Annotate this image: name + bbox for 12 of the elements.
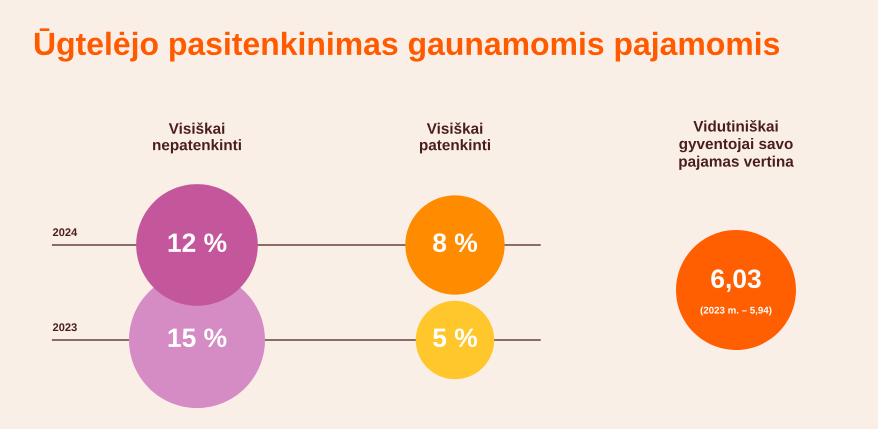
text: Ūgtelėjo pasitenkinimas gaunamomis pajamomis bbox=[34, 28, 780, 62]
text: Vidutiniškai gyventojai savo pajamas vertina bbox=[679, 120, 794, 170]
category-label: Visiškai patenkinti bbox=[420, 122, 490, 154]
text: (2023 m. – 5,94) bbox=[700, 306, 772, 316]
data-label: 5 % bbox=[433, 328, 478, 348]
data-label: 12 % bbox=[168, 233, 226, 252]
text: 6,03 bbox=[711, 269, 761, 292]
data-label: 15 % bbox=[168, 328, 226, 348]
text: 2023 bbox=[52, 323, 77, 332]
category-label: Visiškai nepatenkinti bbox=[153, 122, 241, 154]
text: 2024 bbox=[52, 228, 78, 236]
data-label: 8 % bbox=[433, 233, 478, 252]
